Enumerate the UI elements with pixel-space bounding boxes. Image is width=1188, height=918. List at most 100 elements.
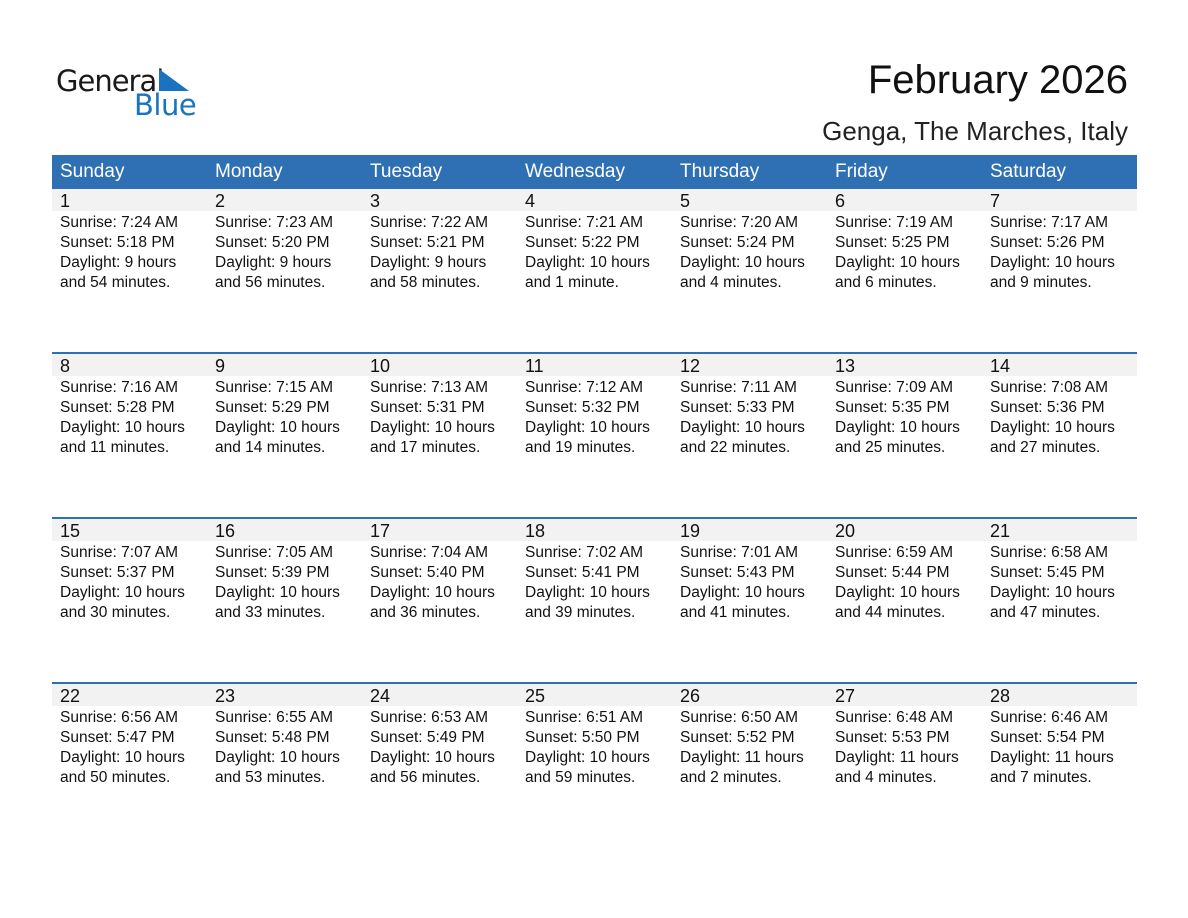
daylight-minutes-text: and 39 minutes. [525,604,636,621]
sunrise-text: Sunrise: 7:19 AM [835,214,954,231]
day-number: 21 [982,519,1137,541]
day-number: 20 [827,519,982,541]
day-cell: 24 Sunrise: 6:53 AM Sunset: 5:49 PM Dayligh… [362,684,517,847]
sunset-text: Sunset: 5:47 PM [60,729,175,746]
daylight-text: Daylight: 10 hours [370,419,495,436]
daylight-minutes-text: and 11 minutes. [60,439,170,456]
sunrise-text: Sunrise: 7:20 AM [680,214,799,231]
daylight-text: Daylight: 10 hours [990,254,1115,271]
daylight-minutes-text: and 17 minutes. [370,439,481,456]
sunset-text: Sunset: 5:32 PM [525,399,640,416]
day-number: 17 [362,519,517,541]
calendar-week: 8 Sunrise: 7:16 AM Sunset: 5:28 PM Daylight… [52,352,1137,517]
daylight-text: Daylight: 11 hours [835,749,959,766]
daylight-minutes-text: and 50 minutes. [60,769,171,786]
daylight-text: Daylight: 9 hours [60,254,177,271]
sunset-text: Sunset: 5:36 PM [990,399,1105,416]
sunrise-text: Sunrise: 7:23 AM [215,214,334,231]
sunset-text: Sunset: 5:54 PM [990,729,1105,746]
sunrise-text: Sunrise: 6:51 AM [525,709,644,726]
day-number: 8 [52,354,207,376]
daylight-text: Daylight: 10 hours [525,419,650,436]
day-cell: 8 Sunrise: 7:16 AM Sunset: 5:28 PM Daylight… [52,354,207,517]
daylight-minutes-text: and 4 minutes. [680,274,782,291]
page-title: February 2026 [867,58,1128,102]
sunset-text: Sunset: 5:52 PM [680,729,795,746]
day-cell: 7 Sunrise: 7:17 AM Sunset: 5:26 PM Daylight… [982,189,1137,354]
daylight-minutes-text: and 59 minutes. [525,769,636,786]
weekday-sunday: Sunday [60,161,125,182]
sunset-text: Sunset: 5:21 PM [370,234,485,251]
daylight-text: Daylight: 11 hours [990,749,1114,766]
sunrise-text: Sunrise: 7:02 AM [525,544,644,561]
daylight-text: Daylight: 9 hours [370,254,487,271]
logo-triangle-icon [159,69,189,91]
calendar-week: 22 Sunrise: 6:56 AM Sunset: 5:47 PM Dayligh… [52,682,1137,847]
sunrise-text: Sunrise: 7:07 AM [60,544,179,561]
daylight-text: Daylight: 10 hours [60,584,185,601]
day-cell: 18 Sunrise: 7:02 AM Sunset: 5:41 PM Dayligh… [517,519,672,682]
day-cell: 10 Sunrise: 7:13 AM Sunset: 5:31 PM Dayligh… [362,354,517,517]
logo-text-blue: Blue [134,88,197,122]
day-cell: 25 Sunrise: 6:51 AM Sunset: 5:50 PM Dayligh… [517,684,672,847]
day-number: 7 [982,189,1137,211]
day-cell: 12 Sunrise: 7:11 AM Sunset: 5:33 PM Dayligh… [672,354,827,517]
daylight-minutes-text: and 7 minutes. [990,769,1092,786]
day-cell: 9 Sunrise: 7:15 AM Sunset: 5:29 PM Daylight… [207,354,362,517]
sunrise-text: Sunrise: 6:50 AM [680,709,799,726]
daylight-minutes-text: and 6 minutes. [835,274,937,291]
day-number: 5 [672,189,827,211]
daylight-minutes-text: and 58 minutes. [370,274,481,291]
sunset-text: Sunset: 5:31 PM [370,399,485,416]
sunrise-text: Sunrise: 6:58 AM [990,544,1109,561]
daylight-minutes-text: and 41 minutes. [680,604,791,621]
daylight-text: Daylight: 10 hours [990,419,1115,436]
day-cell: 13 Sunrise: 7:09 AM Sunset: 5:35 PM Dayligh… [827,354,982,517]
day-cell: 23 Sunrise: 6:55 AM Sunset: 5:48 PM Dayligh… [207,684,362,847]
weekday-tuesday: Tuesday [370,161,443,182]
daylight-text: Daylight: 10 hours [835,584,960,601]
sunrise-text: Sunrise: 7:09 AM [835,379,954,396]
day-cell: 1 Sunrise: 7:24 AM Sunset: 5:18 PM Daylight… [52,189,207,354]
day-number: 24 [362,684,517,706]
day-cell: 21 Sunrise: 6:58 AM Sunset: 5:45 PM Dayligh… [982,519,1137,682]
day-number: 14 [982,354,1137,376]
sunset-text: Sunset: 5:29 PM [215,399,330,416]
calendar-week: 1 Sunrise: 7:24 AM Sunset: 5:18 PM Daylight… [52,189,1137,354]
day-number: 9 [207,354,362,376]
sunrise-text: Sunrise: 7:12 AM [525,379,644,396]
day-number: 22 [52,684,207,706]
daylight-minutes-text: and 9 minutes. [990,274,1092,291]
day-number: 26 [672,684,827,706]
day-cell: 22 Sunrise: 6:56 AM Sunset: 5:47 PM Dayligh… [52,684,207,847]
day-cell: 15 Sunrise: 7:07 AM Sunset: 5:37 PM Dayligh… [52,519,207,682]
daylight-minutes-text: and 1 minute. [525,274,619,291]
sunset-text: Sunset: 5:40 PM [370,564,485,581]
sunset-text: Sunset: 5:49 PM [370,729,485,746]
sunrise-text: Sunrise: 6:48 AM [835,709,954,726]
sunset-text: Sunset: 5:50 PM [525,729,640,746]
sunrise-text: Sunrise: 7:15 AM [215,379,334,396]
daylight-text: Daylight: 10 hours [215,749,340,766]
daylight-minutes-text: and 56 minutes. [215,274,326,291]
daylight-minutes-text: and 56 minutes. [370,769,481,786]
sunset-text: Sunset: 5:41 PM [525,564,640,581]
sunset-text: Sunset: 5:24 PM [680,234,795,251]
sunrise-text: Sunrise: 7:11 AM [680,379,797,396]
sunset-text: Sunset: 5:25 PM [835,234,950,251]
sunset-text: Sunset: 5:35 PM [835,399,950,416]
daylight-minutes-text: and 25 minutes. [835,439,946,456]
sunset-text: Sunset: 5:45 PM [990,564,1105,581]
daylight-text: Daylight: 10 hours [835,419,960,436]
daylight-text: Daylight: 11 hours [680,749,804,766]
daylight-text: Daylight: 10 hours [215,584,340,601]
daylight-text: Daylight: 10 hours [680,419,805,436]
daylight-text: Daylight: 10 hours [680,584,805,601]
day-cell: 16 Sunrise: 7:05 AM Sunset: 5:39 PM Dayligh… [207,519,362,682]
sunset-text: Sunset: 5:18 PM [60,234,175,251]
weekday-monday: Monday [215,161,283,182]
daylight-minutes-text: and 47 minutes. [990,604,1101,621]
sunrise-text: Sunrise: 6:59 AM [835,544,954,561]
daylight-minutes-text: and 19 minutes. [525,439,636,456]
sunset-text: Sunset: 5:20 PM [215,234,330,251]
